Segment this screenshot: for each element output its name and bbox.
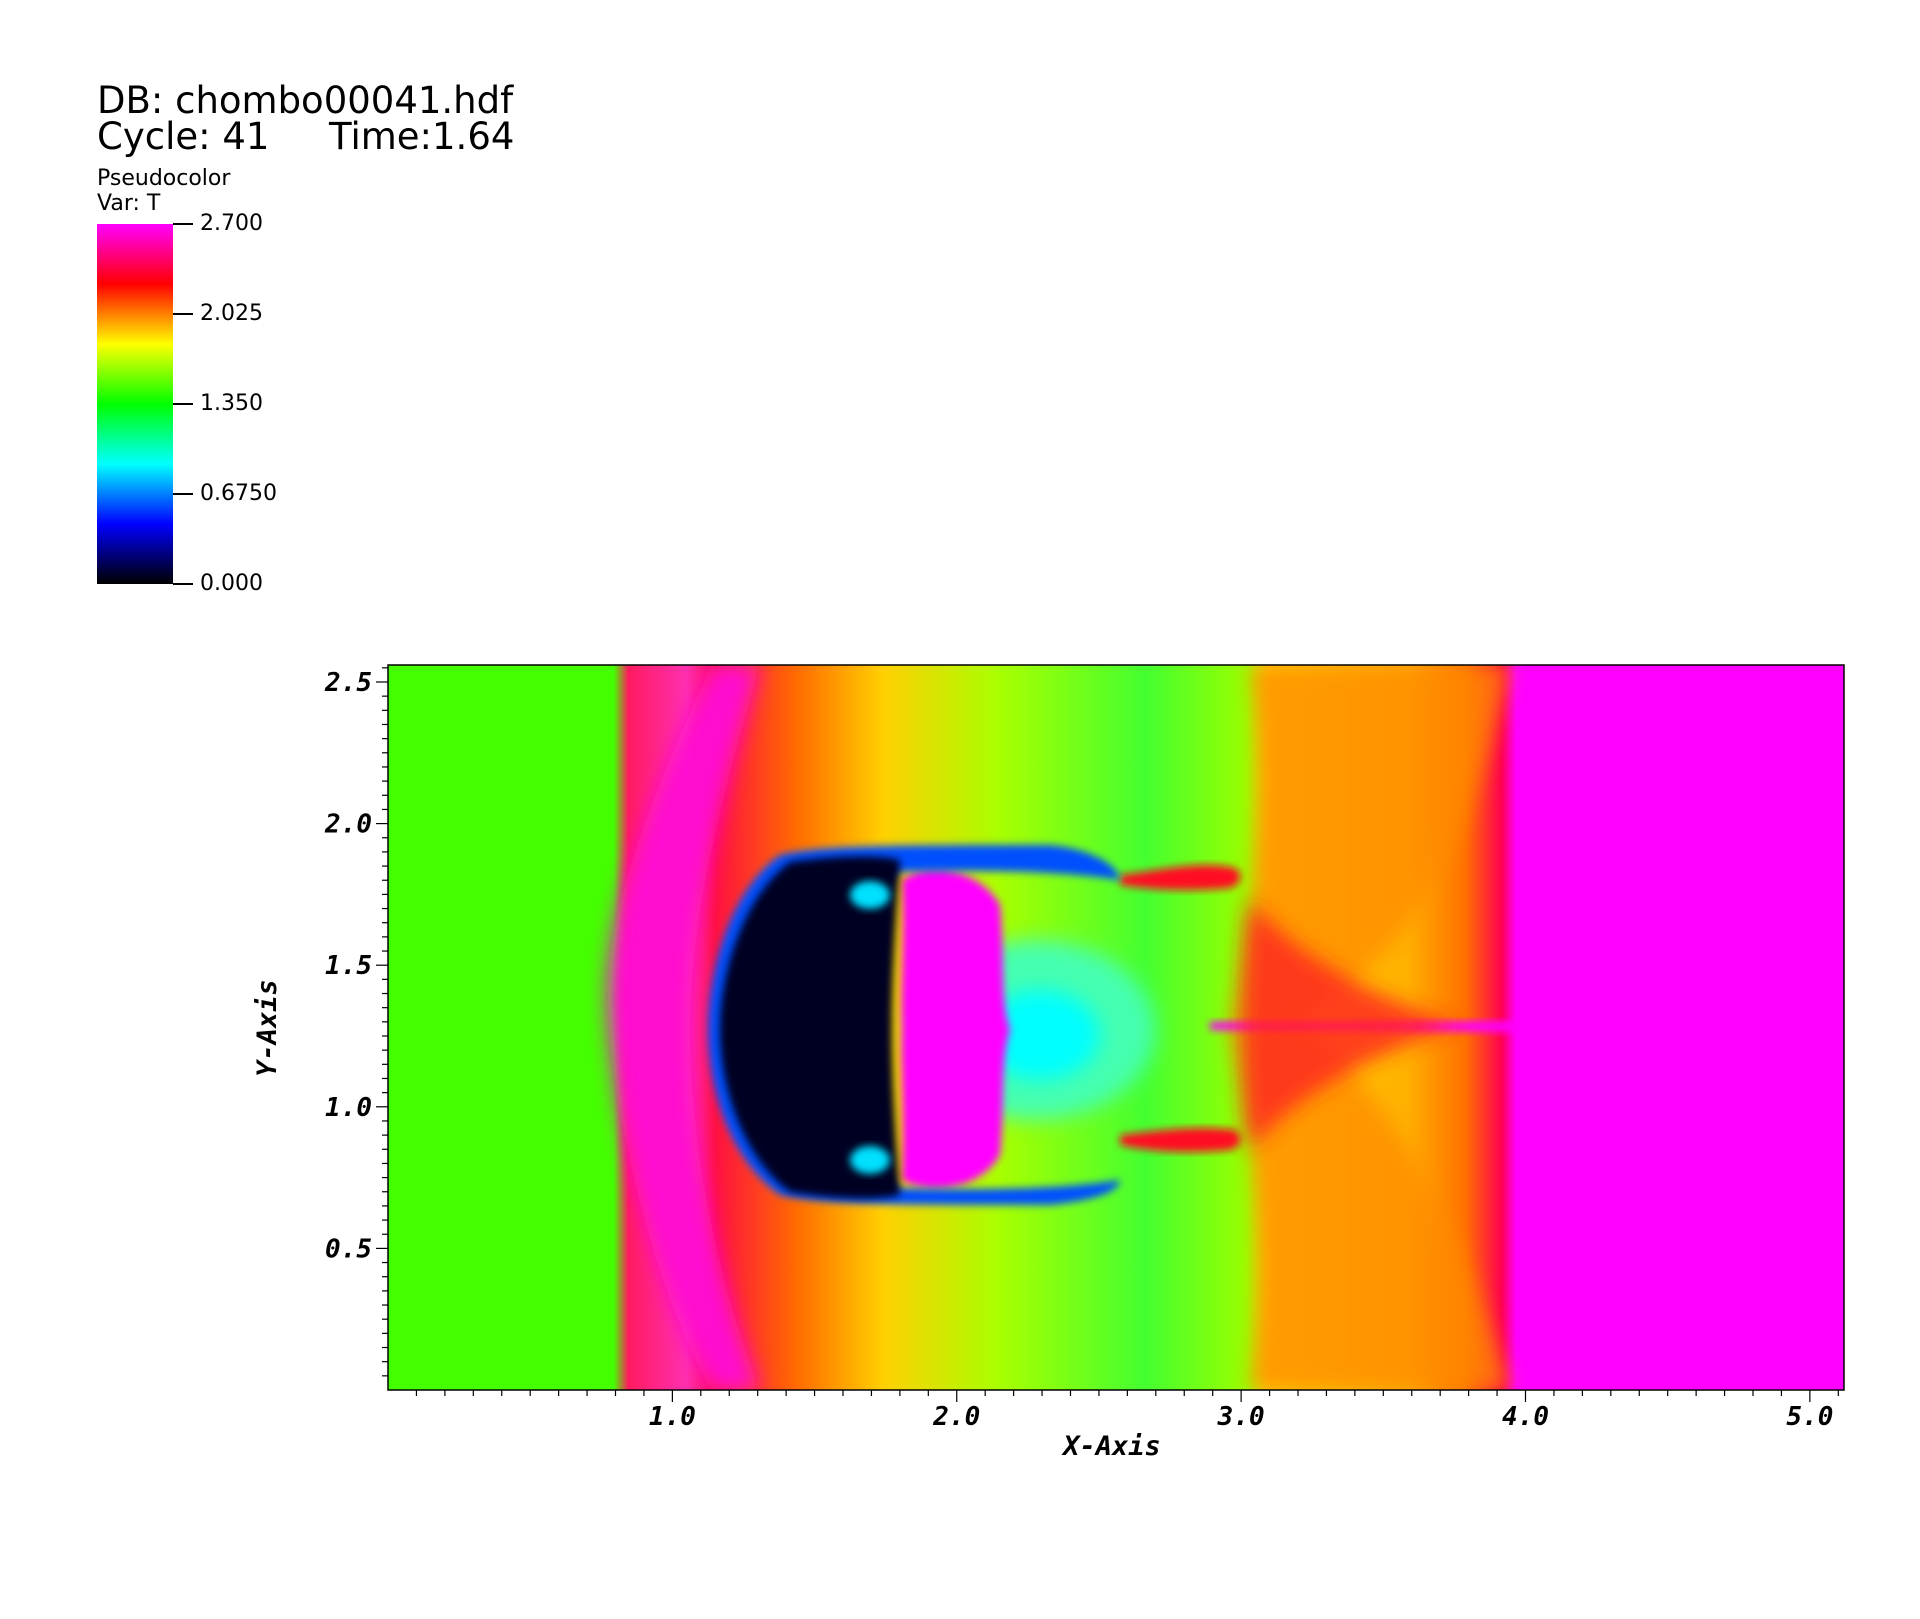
y-tick-label: 2.0 xyxy=(324,810,372,840)
colorbar-tick-mark xyxy=(173,583,193,585)
colorbar-tick-mark xyxy=(173,493,193,495)
colorbar xyxy=(97,224,173,584)
y-tick-label: 2.5 xyxy=(324,668,372,698)
colorbar-tick-label: 2.700 xyxy=(200,211,263,236)
colorbar-tick-mark xyxy=(173,403,193,405)
heatmap-field xyxy=(388,665,1844,1390)
colorbar-tick-label: 2.025 xyxy=(200,301,263,326)
x-tick-label: 1.0 xyxy=(649,1402,696,1432)
x-tick-label: 5.0 xyxy=(1786,1402,1833,1432)
y-tick-label: 0.5 xyxy=(325,1234,372,1264)
x-minor-ticks xyxy=(415,1390,1839,1402)
x-axis-ticks: 1.0 2.0 3.0 4.0 5.0 xyxy=(649,1402,1833,1432)
colorbar-tick-label: 0.000 xyxy=(200,571,263,596)
y-minor-ticks xyxy=(376,667,388,1377)
y-axis-title: Y-Axis xyxy=(252,979,283,1077)
y-tick-label: 1.0 xyxy=(325,1093,372,1123)
colorbar-tick-mark xyxy=(173,313,193,315)
legend-variable: Var: T xyxy=(97,191,161,216)
cycle-value: Cycle: 41 xyxy=(97,115,270,158)
colorbar-tick-label: 0.6750 xyxy=(200,481,277,506)
x-tick-label: 4.0 xyxy=(1502,1402,1549,1432)
colorbar-tick-mark xyxy=(173,223,193,225)
cycle-label: Cycle: 41 Time:1.64 xyxy=(97,115,514,158)
time-label: Time:1.64 xyxy=(329,115,515,158)
x-tick-label: 2.0 xyxy=(932,1402,980,1432)
plot-frame xyxy=(387,664,1845,1391)
x-tick-label: 3.0 xyxy=(1217,1402,1265,1432)
colorbar-tick-label: 1.350 xyxy=(200,391,263,416)
y-axis-ticks: 0.5 1.0 1.5 2.0 2.5 xyxy=(324,668,372,1264)
database-label: DB: chombo00041.hdf xyxy=(97,79,514,122)
y-tick-label: 1.5 xyxy=(325,951,372,981)
legend-title: Pseudocolor xyxy=(97,166,231,191)
x-axis-title: X-Axis xyxy=(1061,1431,1161,1462)
